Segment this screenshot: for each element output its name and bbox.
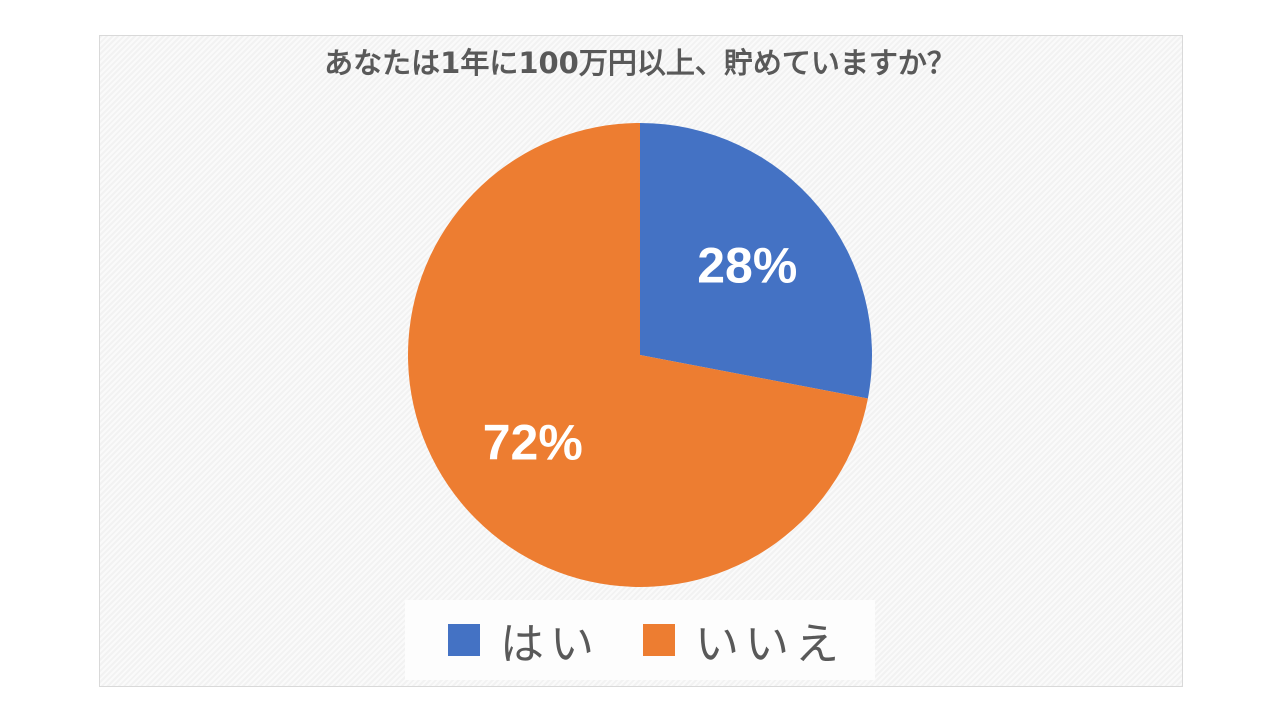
- pie-slice-1: [640, 123, 872, 399]
- legend-label-no: いいえ: [695, 619, 845, 670]
- legend-swatch-yes: [448, 624, 480, 656]
- chart-title: あなたは1年に100万円以上、貯めていますか？: [324, 46, 956, 80]
- legend: はい いいえ: [405, 600, 875, 680]
- pie-slice-2: [408, 123, 868, 587]
- data-label-1: 28%: [697, 237, 797, 293]
- data-label-2: 72%: [483, 415, 583, 471]
- legend-swatch-no: [643, 624, 675, 656]
- legend-item-yes: はい: [448, 600, 600, 680]
- legend-item-no: いいえ: [643, 600, 845, 680]
- legend-label-yes: はい: [500, 619, 600, 670]
